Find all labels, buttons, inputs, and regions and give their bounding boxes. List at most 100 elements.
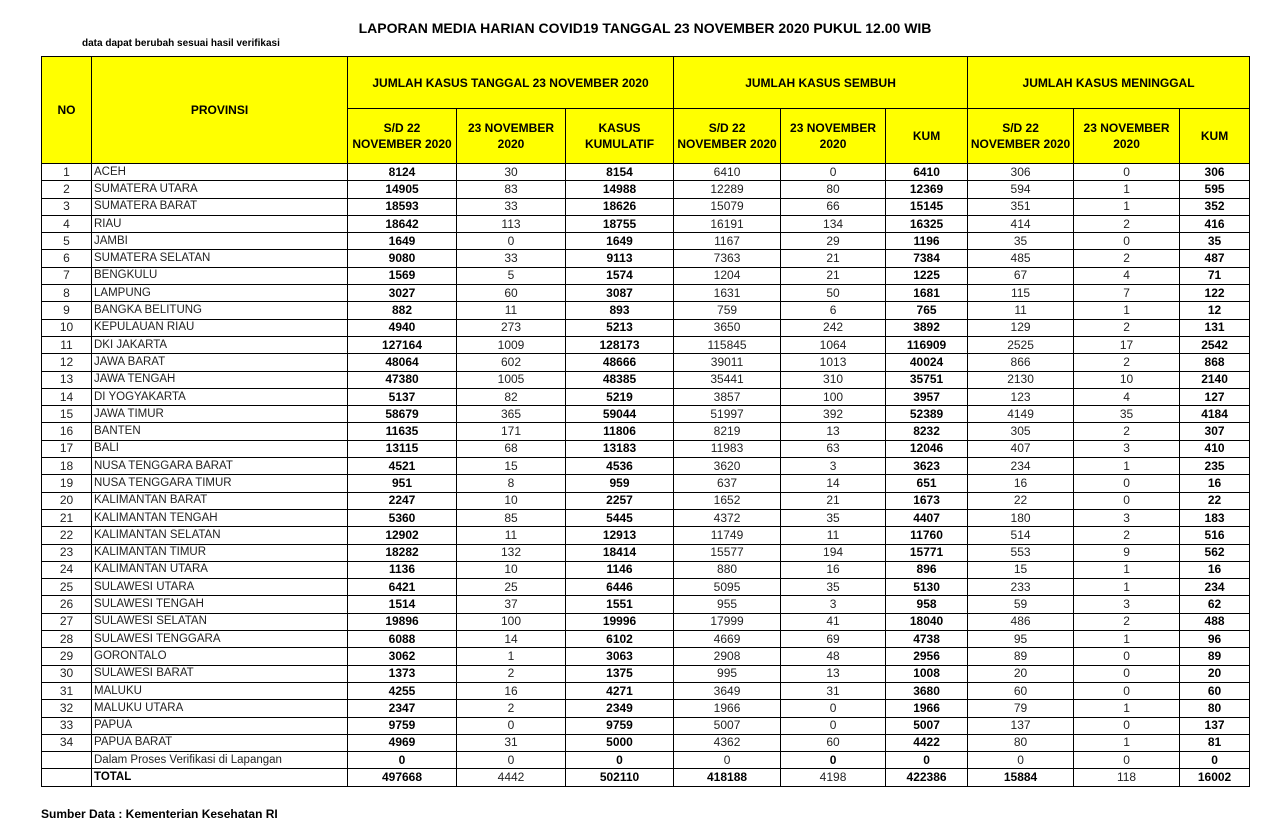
cell: 13183 xyxy=(564,439,675,459)
cell: 2542 xyxy=(1179,335,1251,355)
cell: 8 xyxy=(41,284,92,303)
row: 14 DI YOGYAKARTA 5137 82 5219 3857 100 3957 123 4… xyxy=(41,387,1251,407)
cell: 4 xyxy=(41,214,92,234)
cell: 9080 xyxy=(347,249,457,268)
cell: 2140 xyxy=(1179,370,1251,389)
cell: 11635 xyxy=(347,422,457,441)
cell: 66 xyxy=(780,197,887,216)
cell: 4271 xyxy=(564,681,675,701)
cell: 48 xyxy=(780,647,887,666)
cell: 307 xyxy=(1179,422,1251,441)
cell: 1966 xyxy=(885,699,969,718)
cell: 1 xyxy=(1073,560,1181,580)
cell: 414 xyxy=(967,214,1075,234)
cell: 35 xyxy=(1179,232,1251,251)
pending-label: Dalam Proses Verifikasi di Lapangan xyxy=(91,751,348,770)
cell: 2525 xyxy=(967,335,1075,355)
cell: 26 xyxy=(41,595,92,614)
cell: 100 xyxy=(456,612,566,632)
province: SULAWESI UTARA xyxy=(91,578,348,597)
cell: 19896 xyxy=(347,612,457,632)
cell: 80 xyxy=(780,180,887,199)
cell: 116909 xyxy=(885,335,969,355)
cell: 5213 xyxy=(564,318,675,337)
cell: 21 xyxy=(780,266,887,286)
cell: 2349 xyxy=(564,699,675,718)
cell: 4 xyxy=(1073,387,1181,407)
cell: 18040 xyxy=(885,612,969,632)
cell: 48385 xyxy=(564,370,675,389)
cell: 50 xyxy=(780,284,887,303)
cell: 0 xyxy=(1073,232,1181,251)
cell: 497668 xyxy=(347,768,457,787)
cell: 18414 xyxy=(564,543,675,562)
row: 10 KEPULAUAN RIAU 4940 273 5213 3650 242 3892 12… xyxy=(41,318,1251,337)
cell: 122 xyxy=(1179,284,1251,303)
cell: 37 xyxy=(456,595,566,614)
cell: 3650 xyxy=(673,318,782,337)
cell: 242 xyxy=(780,318,887,337)
cell: 41 xyxy=(780,612,887,632)
cell: 34 xyxy=(41,733,92,753)
province: RIAU xyxy=(91,214,348,234)
cell: 15 xyxy=(456,457,566,476)
cell: 81 xyxy=(1179,733,1251,753)
cell: 2 xyxy=(1073,612,1181,632)
cell: 866 xyxy=(967,353,1075,372)
province: SUMATERA UTARA xyxy=(91,180,348,199)
row: 32 MALUKU UTARA 2347 2 2349 1966 0 1966 79 1 80 xyxy=(41,699,1251,718)
cell: 1514 xyxy=(347,595,457,614)
cell: 502110 xyxy=(564,768,675,787)
province: SULAWESI TENGGARA xyxy=(91,630,348,649)
cell: 0 xyxy=(1073,751,1181,770)
row: 15 JAWA TIMUR 58679 365 59044 51997 392 52389 41… xyxy=(41,405,1251,424)
cell: 12 xyxy=(41,353,92,372)
cell: 1146 xyxy=(564,560,675,580)
cell: 71 xyxy=(1179,266,1251,286)
cell: 759 xyxy=(673,301,782,320)
cell: 882 xyxy=(347,301,457,320)
cell: 0 xyxy=(1073,647,1181,666)
cell: 5130 xyxy=(885,578,969,597)
header-cell: 23 NOVEMBER 2020 xyxy=(780,108,887,164)
cell: 4442 xyxy=(456,768,566,787)
cell: 2247 xyxy=(347,491,457,510)
cell: 4407 xyxy=(885,508,969,528)
cell: 880 xyxy=(673,560,782,580)
row: 25 SULAWESI UTARA 6421 25 6446 5095 35 5130 233 1… xyxy=(41,578,1251,597)
cell: 7363 xyxy=(673,249,782,268)
cell: 1681 xyxy=(885,284,969,303)
cell: 5137 xyxy=(347,387,457,407)
cell: 352 xyxy=(1179,197,1251,216)
cell: 115 xyxy=(967,284,1075,303)
cell: 15 xyxy=(41,405,92,424)
footer: Sumber Data : Kementerian Kesehatan RI xyxy=(41,807,278,821)
cell: 1649 xyxy=(347,232,457,251)
cell: 9759 xyxy=(564,716,675,735)
cell: 1375 xyxy=(564,664,675,683)
cell: 33 xyxy=(41,716,92,735)
province: NUSA TENGGARA BARAT xyxy=(91,457,348,476)
cell: 13115 xyxy=(347,439,457,459)
cell: 5445 xyxy=(564,508,675,528)
cell: 15577 xyxy=(673,543,782,562)
province: DI YOGYAKARTA xyxy=(91,387,348,407)
cell: 96 xyxy=(1179,630,1251,649)
cell: 35 xyxy=(967,232,1075,251)
cell: 51997 xyxy=(673,405,782,424)
cell: 306 xyxy=(1179,162,1251,182)
cell: 2 xyxy=(1073,353,1181,372)
cell: 1569 xyxy=(347,266,457,286)
cell: 2130 xyxy=(967,370,1075,389)
cell: 11 xyxy=(780,526,887,545)
cell: 82 xyxy=(456,387,566,407)
cell: 15 xyxy=(967,560,1075,580)
cell: 485 xyxy=(967,249,1075,268)
cell: 9 xyxy=(1073,543,1181,562)
cell: 1 xyxy=(456,647,566,666)
province: SUMATERA BARAT xyxy=(91,197,348,216)
province: KALIMANTAN UTARA xyxy=(91,560,348,580)
cell: 516 xyxy=(1179,526,1251,545)
cell: 1167 xyxy=(673,232,782,251)
cell: 0 xyxy=(1179,751,1251,770)
